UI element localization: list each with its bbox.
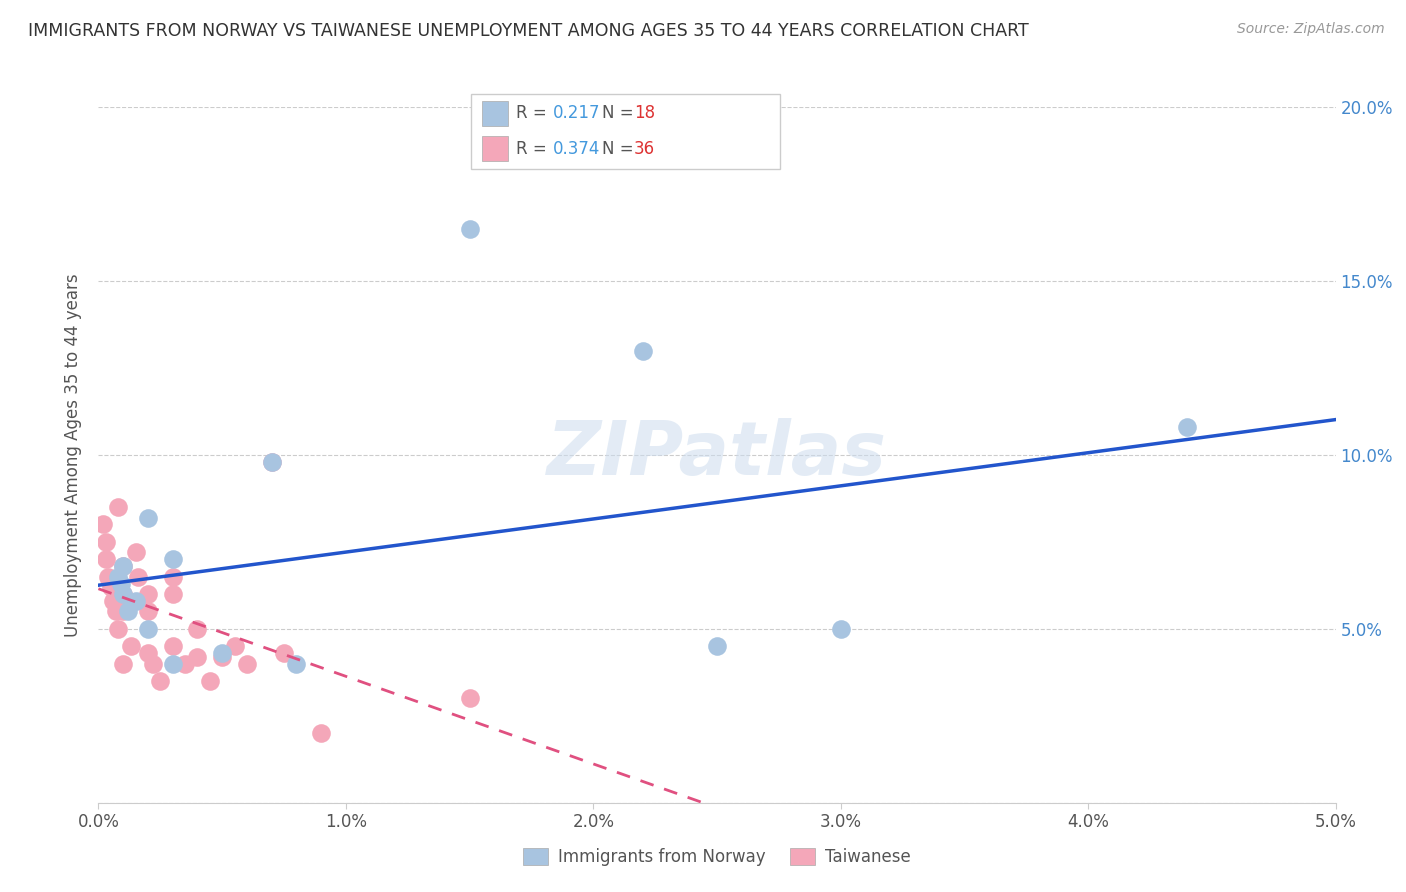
Point xyxy=(211,649,233,664)
Point xyxy=(127,570,149,584)
Point xyxy=(149,674,172,689)
Text: R =: R = xyxy=(516,104,553,122)
Point xyxy=(136,622,159,636)
Point xyxy=(94,552,117,566)
Point xyxy=(224,639,246,653)
Point xyxy=(112,559,135,574)
Point xyxy=(260,455,283,469)
Point xyxy=(112,657,135,671)
Point xyxy=(458,691,481,706)
Point xyxy=(458,221,481,235)
Point xyxy=(142,657,165,671)
Point xyxy=(631,343,654,358)
Point xyxy=(112,587,135,601)
Text: N =: N = xyxy=(602,104,638,122)
Point xyxy=(211,646,233,660)
Text: ZIPatlas: ZIPatlas xyxy=(547,418,887,491)
Text: N =: N = xyxy=(602,140,638,158)
Legend: Immigrants from Norway, Taiwanese: Immigrants from Norway, Taiwanese xyxy=(515,839,920,874)
Point xyxy=(162,587,184,601)
Text: R =: R = xyxy=(516,140,553,158)
Point xyxy=(112,559,135,574)
Point xyxy=(706,639,728,653)
Point xyxy=(107,500,129,514)
Point xyxy=(309,726,332,740)
Point xyxy=(103,594,125,608)
Text: 0.217: 0.217 xyxy=(553,104,600,122)
Point xyxy=(97,570,120,584)
Point xyxy=(273,646,295,660)
Point xyxy=(174,657,197,671)
Point xyxy=(198,674,221,689)
Point xyxy=(120,639,142,653)
Point xyxy=(112,587,135,601)
Point xyxy=(110,576,132,591)
Point xyxy=(186,649,208,664)
Text: 0.374: 0.374 xyxy=(553,140,600,158)
Point xyxy=(117,605,139,619)
Point xyxy=(107,622,129,636)
Point xyxy=(136,605,159,619)
Point xyxy=(124,545,146,559)
Point xyxy=(94,534,117,549)
Point xyxy=(236,657,259,671)
Point xyxy=(117,594,139,608)
Point xyxy=(107,570,129,584)
Point xyxy=(124,594,146,608)
Point xyxy=(104,605,127,619)
Text: IMMIGRANTS FROM NORWAY VS TAIWANESE UNEMPLOYMENT AMONG AGES 35 TO 44 YEARS CORRE: IMMIGRANTS FROM NORWAY VS TAIWANESE UNEM… xyxy=(28,22,1029,40)
Text: 18: 18 xyxy=(634,104,655,122)
Point xyxy=(100,580,122,594)
Point xyxy=(162,639,184,653)
Point xyxy=(136,510,159,524)
Point xyxy=(162,552,184,566)
Point xyxy=(136,587,159,601)
Point xyxy=(162,570,184,584)
Point xyxy=(285,657,308,671)
Point xyxy=(1175,420,1198,434)
Point xyxy=(112,605,135,619)
Point xyxy=(93,517,115,532)
Point xyxy=(186,622,208,636)
Point xyxy=(830,622,852,636)
Y-axis label: Unemployment Among Ages 35 to 44 years: Unemployment Among Ages 35 to 44 years xyxy=(65,273,83,637)
Point xyxy=(260,455,283,469)
Point xyxy=(136,646,159,660)
Point xyxy=(162,657,184,671)
Text: 36: 36 xyxy=(634,140,655,158)
Text: Source: ZipAtlas.com: Source: ZipAtlas.com xyxy=(1237,22,1385,37)
